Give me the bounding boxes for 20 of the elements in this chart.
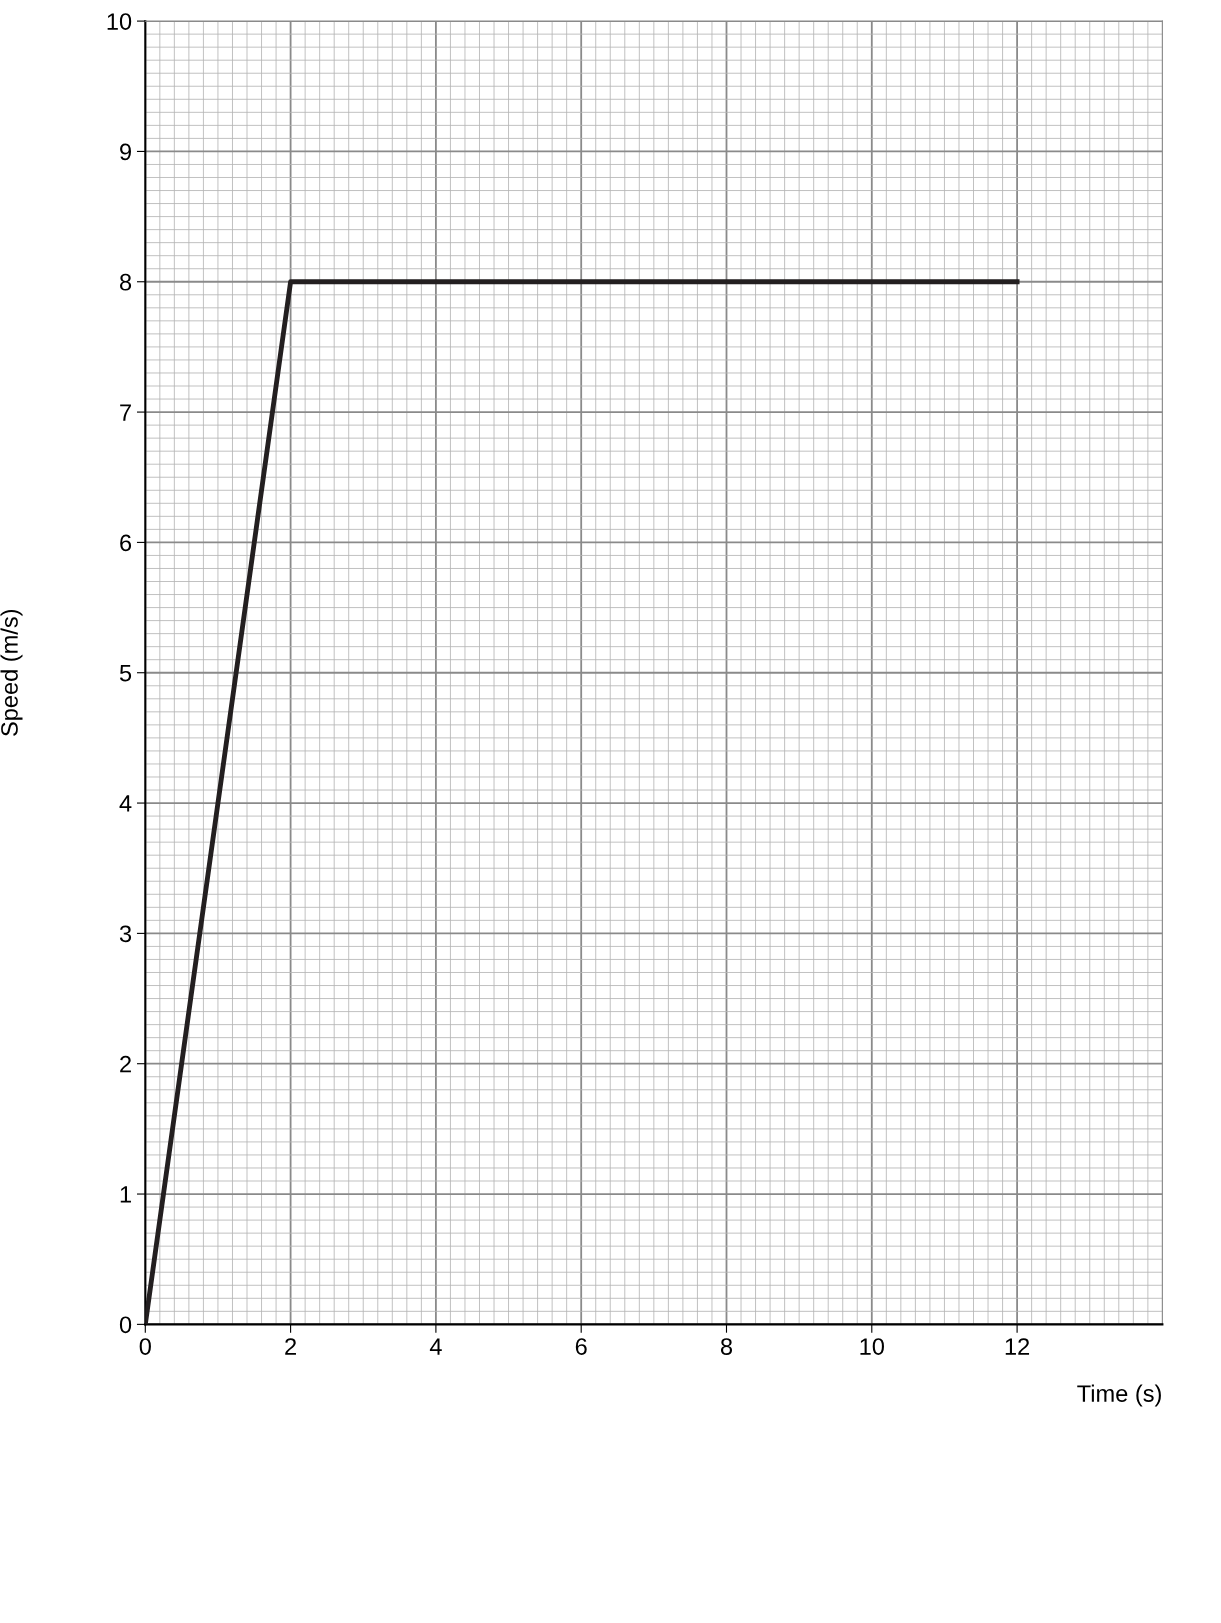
x-tick-label: 2 <box>285 1338 296 1355</box>
y-tick-label: 2 <box>120 1055 131 1073</box>
x-tick-label: 10 <box>860 1338 884 1355</box>
y-tick-label: 0 <box>119 1316 132 1334</box>
x-tick-label: 12 <box>1005 1338 1030 1355</box>
y-tick-label: 10 <box>107 13 132 30</box>
y-tick-label: 4 <box>119 795 132 812</box>
x-tick-label: 0 <box>139 1338 151 1355</box>
y-axis-title: Speed (m/s) <box>0 609 23 736</box>
y-tick-label: 6 <box>120 534 132 552</box>
x-tick-label: 4 <box>429 1338 442 1355</box>
y-tick-label: 1 <box>120 1186 131 1203</box>
x-tick-label: 8 <box>720 1338 733 1355</box>
y-tick-label: 9 <box>120 143 131 161</box>
y-tick-label: 8 <box>120 273 132 291</box>
y-tick-label: 5 <box>119 665 132 682</box>
x-tick-label: 6 <box>575 1338 587 1355</box>
y-tick-label: 3 <box>119 925 132 943</box>
y-tick-label: 7 <box>120 404 131 421</box>
x-axis-title: Time (s) <box>1077 1384 1161 1407</box>
